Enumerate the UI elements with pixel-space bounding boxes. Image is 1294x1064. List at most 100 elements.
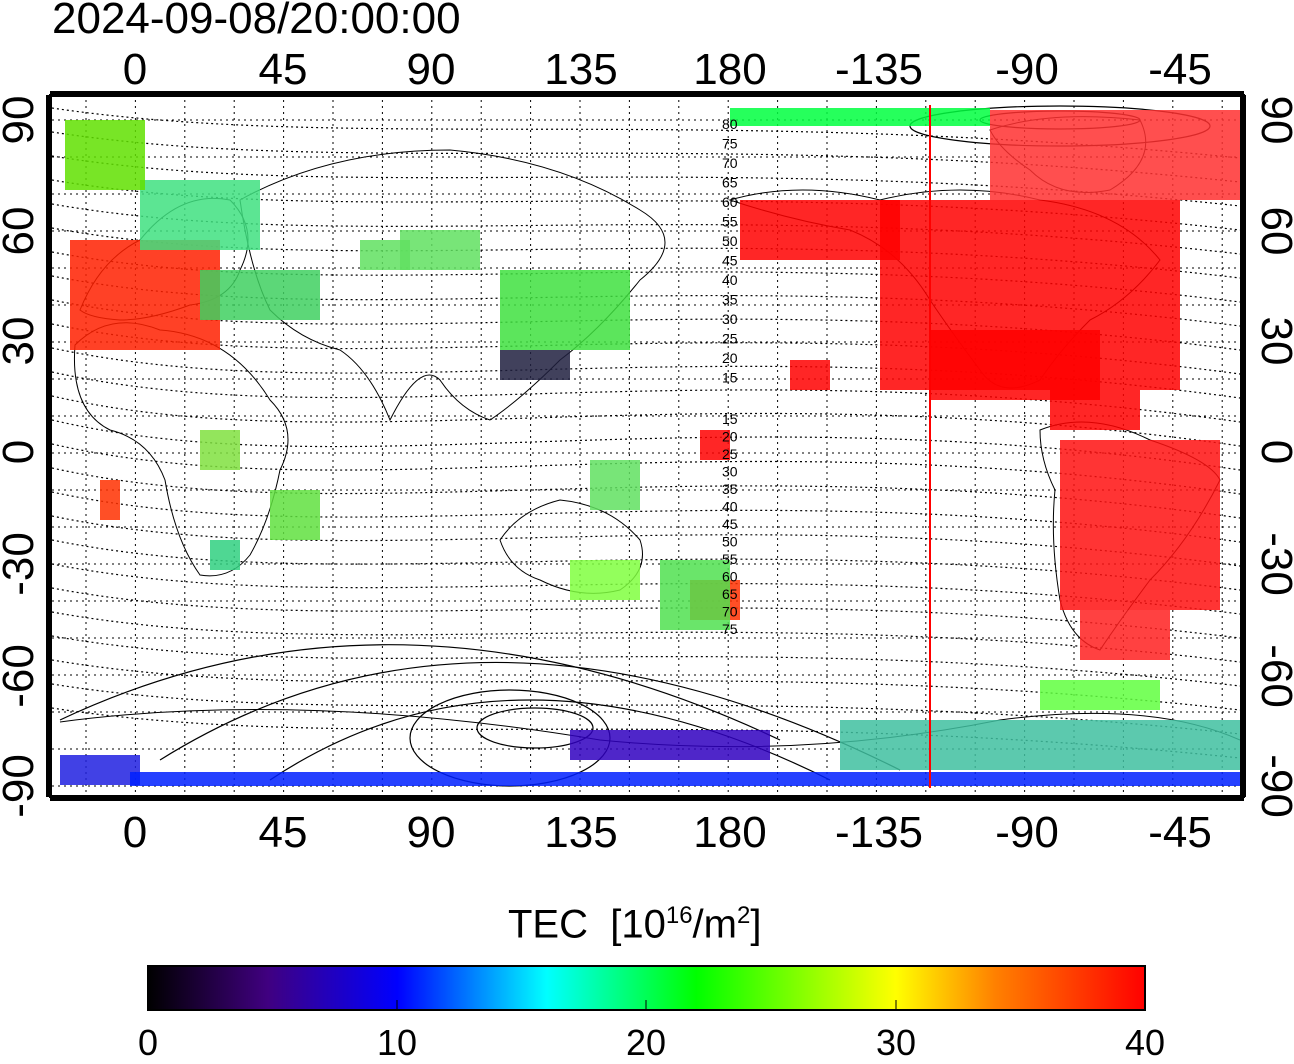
mag-lat-label-7: 45 bbox=[722, 253, 738, 269]
tec-patch bbox=[70, 240, 220, 350]
lat-label-left-3: 0 bbox=[0, 440, 43, 464]
mag-lat-label-11: 25 bbox=[722, 331, 738, 347]
tec-patch bbox=[730, 108, 990, 126]
tec-patch bbox=[400, 230, 480, 270]
tec-patch bbox=[700, 430, 730, 460]
mag-lat-label-12: 20 bbox=[722, 350, 738, 366]
mag-lat-label-13: 15 bbox=[722, 370, 738, 386]
australia-coast bbox=[499, 499, 643, 594]
colorbar-unit-prefix: [10 bbox=[610, 902, 666, 947]
colorbar-title: TEC [1016/m2] bbox=[508, 902, 761, 947]
lon-label-bottom-6: -90 bbox=[995, 808, 1059, 857]
lon-label-bottom-1: 45 bbox=[259, 808, 308, 857]
mag-lat-label-8: 40 bbox=[722, 272, 738, 288]
tec-patch bbox=[570, 560, 640, 600]
tec-patch bbox=[200, 430, 240, 470]
lat-label-left-1: 60 bbox=[0, 207, 43, 256]
colorbar-tick-3: 30 bbox=[875, 1022, 917, 1063]
mag-lat-label-15: 20 bbox=[722, 429, 738, 445]
mag-lat-label-24: 65 bbox=[722, 586, 738, 602]
mag-lat-label-18: 35 bbox=[722, 481, 738, 497]
lon-label-bottom-0: 0 bbox=[123, 808, 147, 857]
lat-label-left-4: -30 bbox=[0, 532, 43, 596]
lat-label-right-3: 0 bbox=[1252, 440, 1294, 464]
lat-lon-grid bbox=[52, 100, 1240, 792]
mag-lat-label-10: 30 bbox=[722, 311, 738, 327]
timestamp-title: 2024-09-08/20:00:00 bbox=[52, 0, 461, 43]
mag-lat-label-5: 55 bbox=[722, 214, 738, 230]
tec-patch bbox=[590, 460, 640, 510]
colorbar-unit-exp: 16 bbox=[665, 902, 693, 929]
colorbar-unit-suffix: ] bbox=[750, 902, 762, 947]
latitude-labels-left: 90 60 30 0 -30 -60 -90 bbox=[0, 96, 43, 818]
tec-patch bbox=[100, 480, 120, 520]
lat-label-left-0: 90 bbox=[0, 96, 43, 145]
lat-label-right-6: -90 bbox=[1252, 754, 1294, 818]
colorbar-unit-mid: /m bbox=[692, 902, 737, 947]
lon-label-top-0: 0 bbox=[123, 45, 147, 94]
mag-lat-label-17: 30 bbox=[722, 464, 738, 480]
longitude-labels-bottom: 0 45 90 135 180 -135 -90 -45 bbox=[123, 808, 1212, 857]
mag-lat-label-6: 50 bbox=[722, 233, 738, 249]
magnetic-latitude-labels: 8075706560555045403530252015152025303540… bbox=[722, 116, 738, 637]
tec-patch bbox=[500, 270, 630, 350]
mag-lat-label-0: 80 bbox=[722, 116, 738, 132]
tec-patch bbox=[840, 720, 1240, 770]
asia-coast bbox=[239, 149, 666, 422]
tec-patch bbox=[130, 772, 1240, 786]
tec-patch bbox=[210, 540, 240, 570]
tec-patch bbox=[140, 180, 260, 250]
mag-lat-label-23: 60 bbox=[722, 569, 738, 585]
tec-patch bbox=[570, 730, 770, 760]
lat-label-right-0: 90 bbox=[1252, 96, 1294, 145]
mag-lat-label-21: 50 bbox=[722, 534, 738, 550]
latitude-labels-right: 90 60 30 0 -30 -60 -90 bbox=[1252, 96, 1294, 818]
mag-lat-label-2: 70 bbox=[722, 155, 738, 171]
lon-label-top-4: 180 bbox=[693, 45, 766, 94]
tec-patch bbox=[930, 330, 1100, 400]
lon-label-bottom-3: 135 bbox=[544, 808, 617, 857]
colorbar-title-text: TEC bbox=[508, 902, 588, 947]
lat-label-right-4: -30 bbox=[1252, 532, 1294, 596]
mag-lat-label-22: 55 bbox=[722, 551, 738, 567]
tec-patch bbox=[500, 350, 570, 380]
colorbar-tick-0: 0 bbox=[137, 1022, 159, 1063]
lat-label-right-1: 60 bbox=[1252, 207, 1294, 256]
lon-label-bottom-5: -135 bbox=[835, 808, 923, 857]
tec-patch bbox=[990, 110, 1240, 200]
lon-label-top-1: 45 bbox=[259, 45, 308, 94]
mag-lat-label-16: 25 bbox=[722, 446, 738, 462]
tec-patch bbox=[1080, 610, 1170, 660]
lon-label-top-5: -135 bbox=[835, 45, 923, 94]
colorbar-ticks bbox=[396, 1000, 897, 1010]
mag-lat-label-3: 65 bbox=[722, 175, 738, 191]
lat-label-left-2: 30 bbox=[0, 317, 43, 366]
tec-patch bbox=[740, 200, 900, 260]
mag-lat-label-25: 70 bbox=[722, 604, 738, 620]
mag-lat-label-20: 45 bbox=[722, 516, 738, 532]
lon-label-top-7: -45 bbox=[1148, 45, 1212, 94]
mag-lat-label-14: 15 bbox=[722, 411, 738, 427]
tec-patch bbox=[1040, 680, 1160, 710]
lat-label-left-6: -90 bbox=[0, 754, 43, 818]
tec-patch bbox=[60, 755, 140, 785]
south-pole-contours bbox=[59, 644, 901, 787]
tec-patch bbox=[660, 560, 730, 630]
lon-label-bottom-2: 90 bbox=[407, 808, 456, 857]
lon-label-top-6: -90 bbox=[995, 45, 1059, 94]
tec-patch bbox=[200, 270, 320, 320]
tec-patch bbox=[65, 120, 145, 190]
tec-patch bbox=[1060, 440, 1220, 610]
colorbar-tick-1: 10 bbox=[376, 1022, 418, 1063]
lat-label-right-2: 30 bbox=[1252, 317, 1294, 366]
mag-lat-label-26: 75 bbox=[722, 621, 738, 637]
lon-label-bottom-7: -45 bbox=[1148, 808, 1212, 857]
lat-label-right-5: -60 bbox=[1252, 644, 1294, 708]
tec-data-patches bbox=[60, 108, 1240, 786]
tec-patch bbox=[790, 360, 830, 390]
mag-lat-label-19: 40 bbox=[722, 499, 738, 515]
colorbar-tick-4: 40 bbox=[1124, 1022, 1166, 1063]
colorbar-unit-exp2: 2 bbox=[736, 902, 751, 929]
mag-lat-label-1: 75 bbox=[722, 136, 738, 152]
